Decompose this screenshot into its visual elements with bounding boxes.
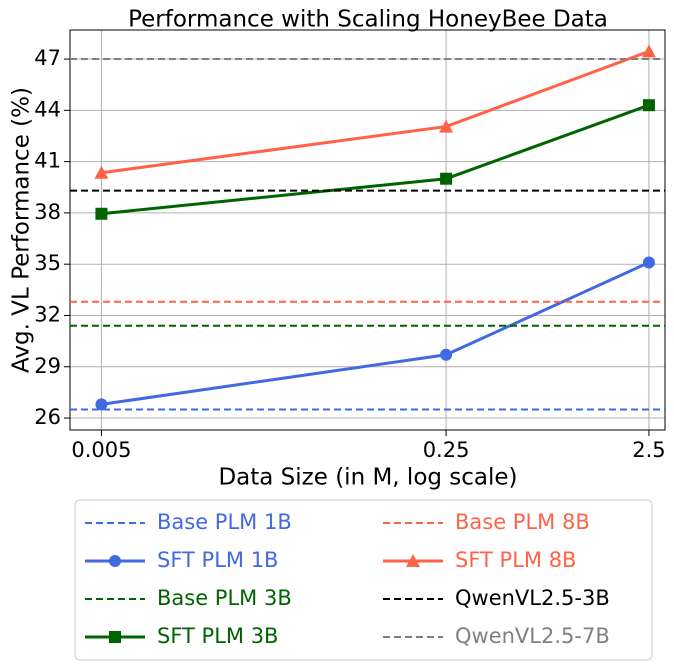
legend-label: QwenVL2.5-7B [455,624,610,648]
legend-entry: Base PLM 1B [85,510,292,534]
legend-label: SFT PLM 3B [157,624,278,648]
marker [439,119,454,133]
marker [95,207,108,220]
chart-title: Performance with Scaling HoneyBee Data [128,7,608,33]
legend-label: Base PLM 8B [455,510,590,534]
legend-entry: QwenVL2.5-7B [383,624,610,648]
y-tick-label: 41 [34,149,61,173]
marker [109,631,121,643]
plot-frame [69,29,666,431]
y-tick-label: 29 [34,354,61,378]
marker [641,44,656,58]
y-tick-label: 26 [34,405,61,429]
x-tick-label: 0.25 [423,438,470,462]
legend-box [74,499,653,661]
legend-label: QwenVL2.5-3B [455,586,610,610]
y-tick-label: 44 [34,97,61,121]
legend-entry: Base PLM 8B [383,510,590,534]
marker [406,554,420,567]
legend-label: Base PLM 3B [157,586,292,610]
series-line [101,103,650,216]
x-tick-label: 2.5 [632,438,665,462]
legend-entry: SFT PLM 1B [85,548,278,572]
marker [95,398,108,411]
y-tick-label: 35 [34,251,61,275]
legend-label: SFT PLM 8B [455,548,576,572]
x-axis-label: Data Size (in M, log scale) [218,465,517,491]
legend-entry: QwenVL2.5-3B [383,586,610,610]
legend-label: SFT PLM 1B [157,548,278,572]
y-axis-label: Avg. VL Performance (%) [9,87,35,373]
y-tick-label: 32 [34,302,61,326]
y-tick-label: 38 [34,200,61,224]
series-line [101,261,650,406]
legend-label: Base PLM 1B [157,510,292,534]
marker [642,99,655,112]
legend-entry: Base PLM 3B [85,586,292,610]
marker [642,256,655,269]
marker [440,348,453,361]
series-line [101,49,650,175]
y-tick-label: 47 [34,46,61,70]
marker [109,555,121,567]
legend-entry: SFT PLM 3B [85,624,278,648]
marker [94,165,109,179]
legend-entry: SFT PLM 8B [383,548,576,572]
marker [440,172,453,185]
x-tick-label: 0.005 [71,438,131,462]
